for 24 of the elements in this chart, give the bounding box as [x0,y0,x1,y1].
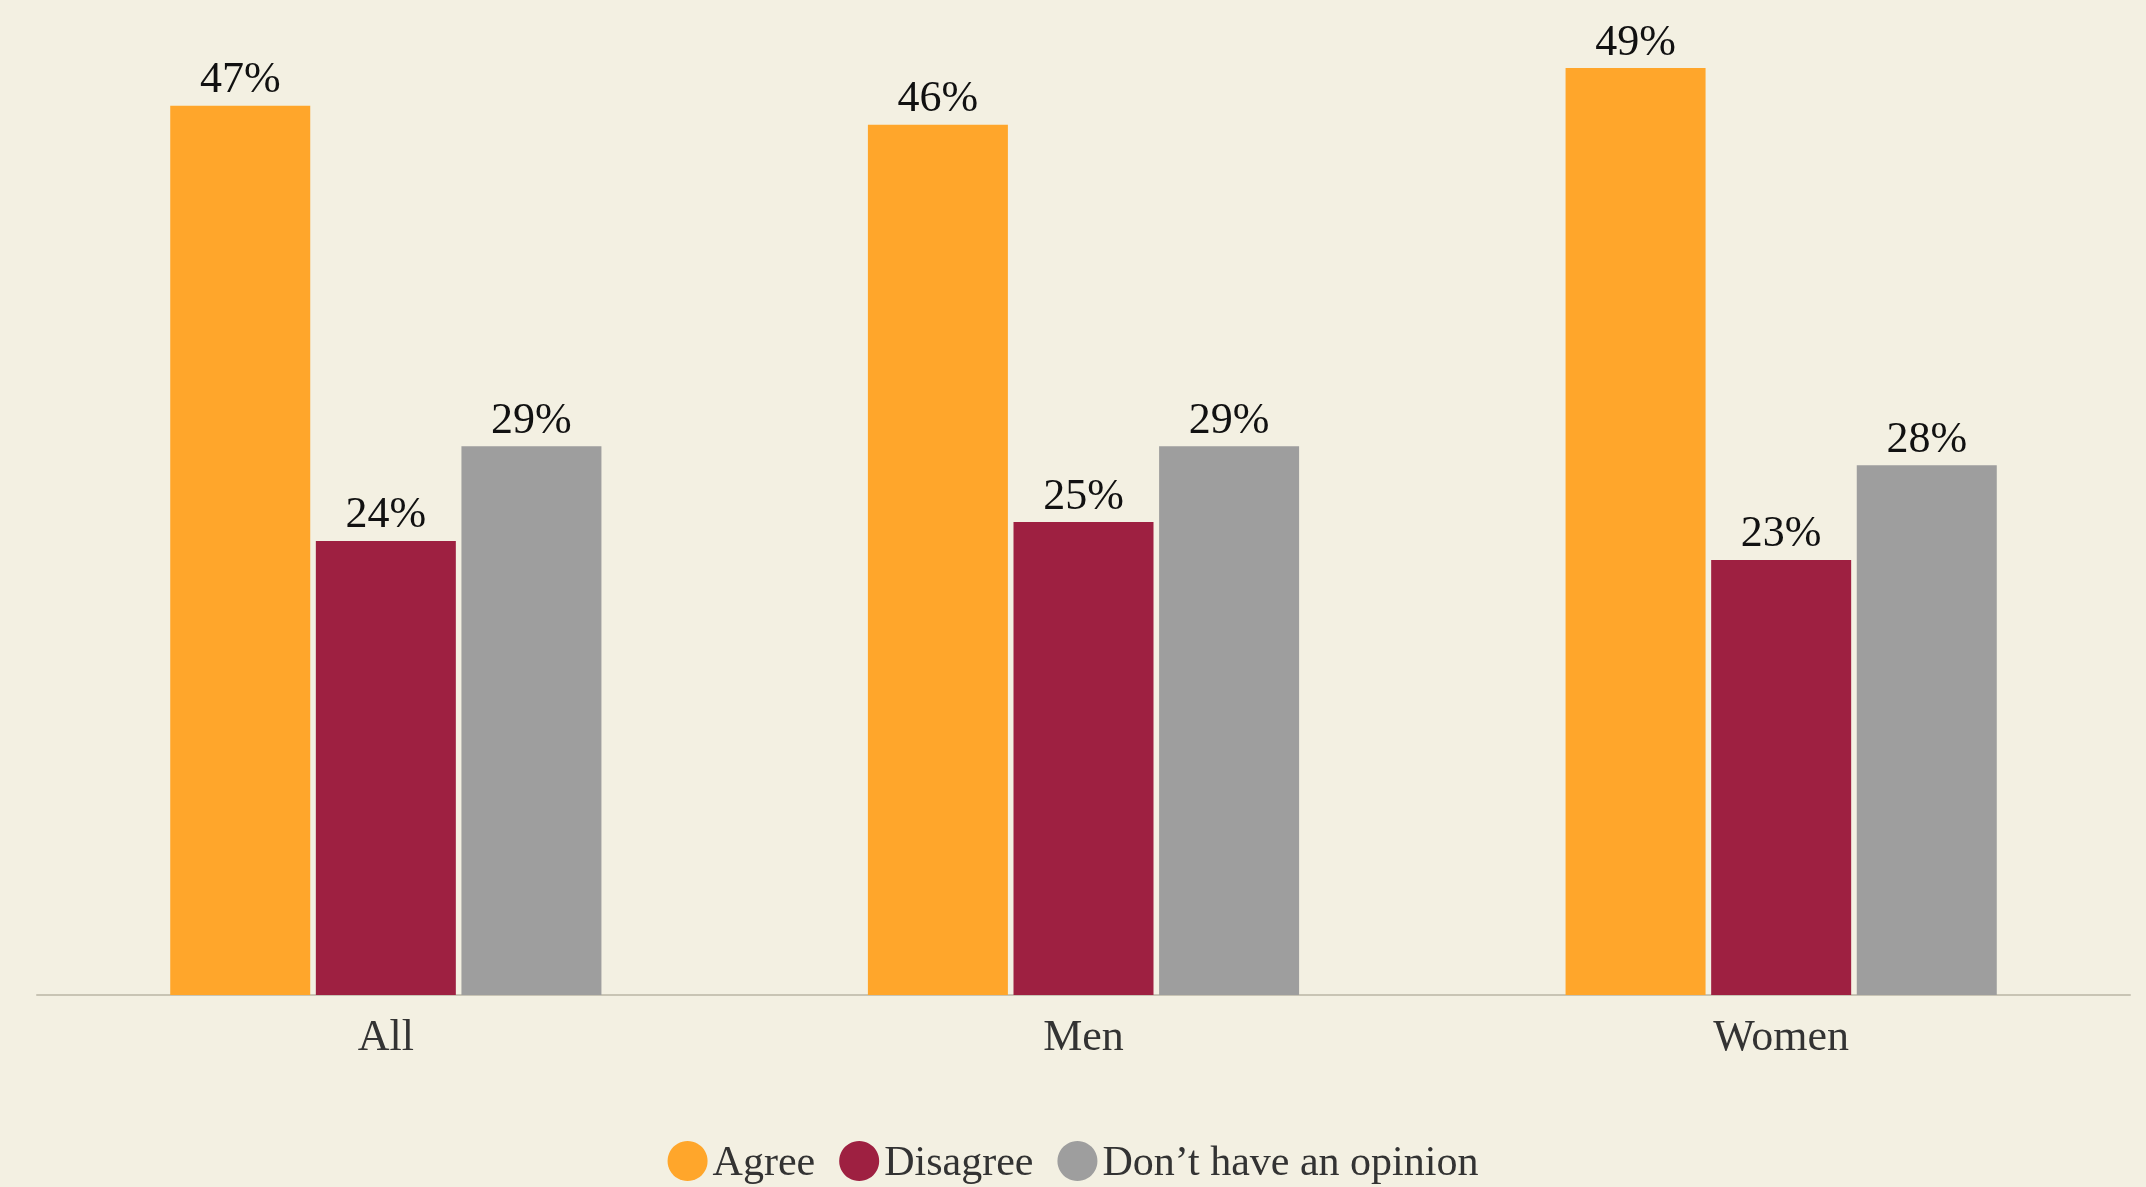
bar [1711,559,1852,995]
data-label: 47% [199,53,281,103]
data-label: 29% [491,393,572,443]
data-label: 29% [1188,393,1270,443]
bar [461,446,602,995]
legend-label: Agree [712,1138,816,1184]
bar [170,105,311,995]
bar [867,124,1008,995]
legend-label: Don’t have an opinion [1102,1138,1479,1184]
bar [1565,68,1706,995]
x-tick-label: Men [1043,1010,1124,1060]
data-label: 28% [1886,412,1968,462]
x-tick-label: Women [1713,1010,1850,1060]
bar [1856,465,1997,995]
data-label: 23% [1740,507,1822,557]
x-tick-label: All [357,1010,414,1060]
data-label: 46% [897,72,979,122]
data-label: 49% [1595,15,1676,65]
legend-label: Disagree [884,1138,1034,1184]
bar [315,540,456,995]
data-label: 25% [1043,469,1124,519]
bar [1159,446,1300,995]
bar [1013,522,1154,995]
data-label: 24% [345,488,427,538]
